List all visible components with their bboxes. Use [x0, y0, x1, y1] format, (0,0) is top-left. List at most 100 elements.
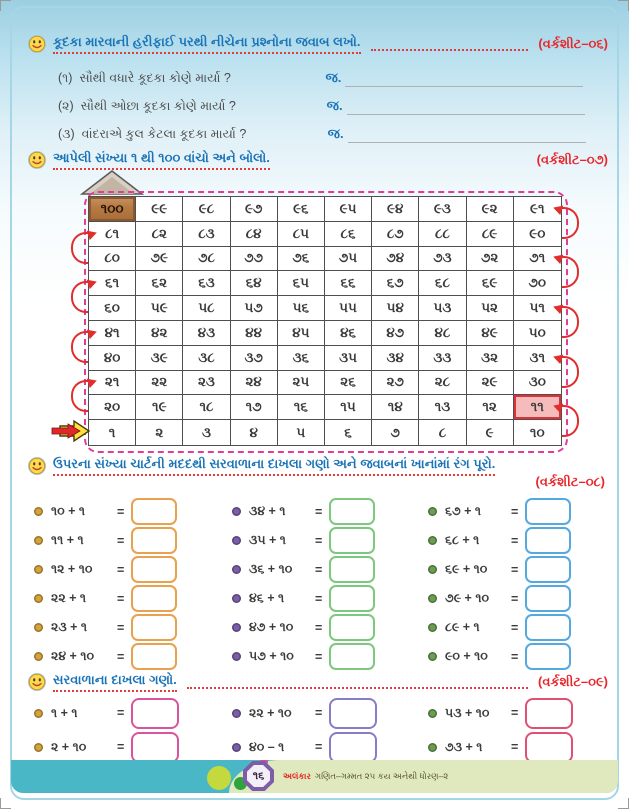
grid-cell[interactable]: ૬૯ — [466, 271, 514, 297]
grid-cell[interactable]: ૯૯ — [136, 197, 184, 222]
grid-cell[interactable]: ૪૭ — [372, 320, 420, 346]
grid-cell[interactable]: ૬૫ — [277, 271, 325, 297]
answer-box[interactable] — [329, 556, 376, 583]
answer-box[interactable] — [329, 527, 376, 554]
grid-cell[interactable]: ૧૮ — [183, 395, 231, 421]
grid-cell[interactable]: ૯૫ — [324, 197, 373, 222]
grid-cell[interactable]: ૮૯ — [466, 221, 514, 247]
grid-cell[interactable]: ૯૬ — [277, 197, 325, 222]
grid-cell[interactable]: ૧૦૦ — [89, 197, 137, 222]
grid-cell[interactable]: ૪૫ — [277, 320, 325, 346]
grid-cell[interactable]: ૬૧ — [89, 271, 137, 297]
grid-cell[interactable]: ૯૪ — [372, 197, 420, 222]
answer-box[interactable] — [131, 643, 178, 670]
grid-cell[interactable]: ૨ — [136, 420, 184, 445]
grid-cell[interactable]: ૨૫ — [277, 370, 325, 396]
answer-line[interactable] — [345, 70, 584, 87]
answer-box[interactable] — [131, 527, 178, 554]
grid-cell[interactable]: ૪૨ — [136, 320, 184, 346]
grid-cell[interactable]: ૧૪ — [372, 395, 420, 421]
grid-cell[interactable]: ૬૪ — [230, 271, 278, 297]
grid-cell[interactable]: ૩૧ — [513, 346, 561, 371]
answer-box[interactable] — [525, 585, 572, 612]
grid-cell[interactable]: ૨૨ — [136, 370, 184, 396]
grid-cell[interactable]: ૨૦ — [89, 395, 137, 421]
grid-cell[interactable]: ૬૨ — [136, 271, 184, 297]
grid-cell[interactable]: ૬૭ — [372, 271, 420, 297]
grid-cell[interactable]: ૨૩ — [183, 370, 231, 396]
answer-box[interactable] — [131, 614, 178, 641]
grid-cell[interactable]: ૨૮ — [419, 370, 467, 396]
grid-cell[interactable]: ૧૫ — [324, 395, 373, 421]
grid-cell[interactable]: ૯૨ — [466, 197, 514, 222]
answer-box[interactable] — [131, 556, 178, 583]
answer-box[interactable] — [329, 643, 376, 670]
grid-cell[interactable]: ૮ — [419, 420, 467, 445]
answer-box[interactable] — [329, 697, 378, 729]
grid-cell[interactable]: ૩૪ — [372, 345, 420, 371]
grid-cell[interactable]: ૩ — [183, 420, 231, 445]
grid-cell[interactable]: ૪૦ — [89, 345, 137, 371]
answer-box[interactable] — [329, 731, 378, 763]
answer-line[interactable] — [346, 98, 585, 115]
grid-cell[interactable]: ૯૮ — [183, 197, 231, 222]
grid-cell[interactable]: ૪૩ — [183, 320, 231, 346]
grid-cell[interactable]: ૩૦ — [513, 371, 561, 396]
grid-cell[interactable]: ૭૯ — [136, 246, 184, 272]
grid-cell[interactable]: ૩૯ — [136, 345, 184, 371]
grid-cell[interactable]: ૧૯ — [136, 395, 184, 421]
grid-cell[interactable]: ૨૪ — [230, 370, 278, 396]
answer-box[interactable] — [525, 697, 574, 729]
grid-cell[interactable]: ૭૩ — [419, 246, 467, 272]
grid-cell[interactable]: ૫૦ — [513, 321, 561, 346]
grid-cell[interactable]: ૩૮ — [183, 345, 231, 371]
grid-cell[interactable]: ૩૭ — [230, 345, 278, 371]
grid-cell[interactable]: ૪૪ — [230, 320, 278, 346]
grid-cell[interactable]: ૮૭ — [372, 221, 420, 247]
grid-cell[interactable]: ૧૭ — [230, 395, 278, 421]
grid-cell[interactable]: ૫૯ — [136, 296, 184, 321]
answer-box[interactable] — [525, 614, 572, 641]
grid-cell[interactable]: ૮૫ — [277, 221, 325, 247]
grid-cell[interactable]: ૫ — [278, 420, 325, 445]
answer-box[interactable] — [329, 585, 376, 612]
grid-cell[interactable]: ૨૧ — [89, 370, 137, 396]
grid-cell[interactable]: ૧૩ — [419, 395, 467, 421]
grid-cell[interactable]: ૬૬ — [324, 271, 373, 297]
answer-box[interactable] — [329, 614, 376, 641]
grid-cell[interactable]: ૭૫ — [324, 246, 373, 272]
grid-cell[interactable]: ૬૦ — [89, 296, 137, 321]
grid-cell[interactable]: ૭૨ — [466, 246, 514, 272]
answer-box[interactable] — [131, 498, 178, 525]
grid-cell[interactable]: ૫૭ — [230, 296, 278, 321]
grid-cell[interactable]: ૮૧ — [89, 221, 137, 247]
grid-cell[interactable]: ૬ — [325, 420, 373, 445]
grid-cell[interactable]: ૫૫ — [324, 296, 373, 321]
grid-cell[interactable]: ૩૨ — [466, 345, 514, 371]
grid-cell[interactable]: ૯૩ — [419, 197, 467, 222]
answer-box[interactable] — [525, 556, 572, 583]
grid-cell[interactable]: ૮૪ — [230, 221, 278, 247]
grid-cell[interactable]: ૪૮ — [419, 320, 467, 346]
grid-cell[interactable]: ૯૭ — [230, 197, 278, 222]
answer-box[interactable] — [329, 498, 376, 525]
grid-cell[interactable]: ૪૧ — [89, 320, 137, 346]
grid-cell[interactable]: ૧ — [89, 420, 137, 445]
grid-cell[interactable]: ૮૦ — [89, 246, 137, 272]
grid-cell[interactable]: ૪ — [231, 420, 278, 445]
grid-cell[interactable]: ૨૭ — [372, 370, 420, 396]
grid-cell[interactable]: ૩૩ — [419, 345, 467, 371]
grid-cell[interactable]: ૭૦ — [513, 271, 561, 297]
grid-cell[interactable]: ૩૬ — [277, 345, 325, 371]
answer-box[interactable] — [131, 585, 178, 612]
grid-cell[interactable]: ૧૧ — [513, 395, 561, 421]
grid-cell[interactable]: ૫૮ — [183, 296, 231, 321]
grid-cell[interactable]: ૪૬ — [324, 320, 373, 346]
answer-box[interactable] — [525, 527, 572, 554]
grid-cell[interactable]: ૩૫ — [324, 345, 373, 371]
answer-box[interactable] — [525, 731, 574, 763]
grid-cell[interactable]: ૮૨ — [136, 221, 184, 247]
grid-cell[interactable]: ૯૦ — [513, 222, 561, 247]
grid-cell[interactable]: ૫૧ — [513, 296, 561, 321]
grid-cell[interactable]: ૯૧ — [513, 197, 561, 222]
